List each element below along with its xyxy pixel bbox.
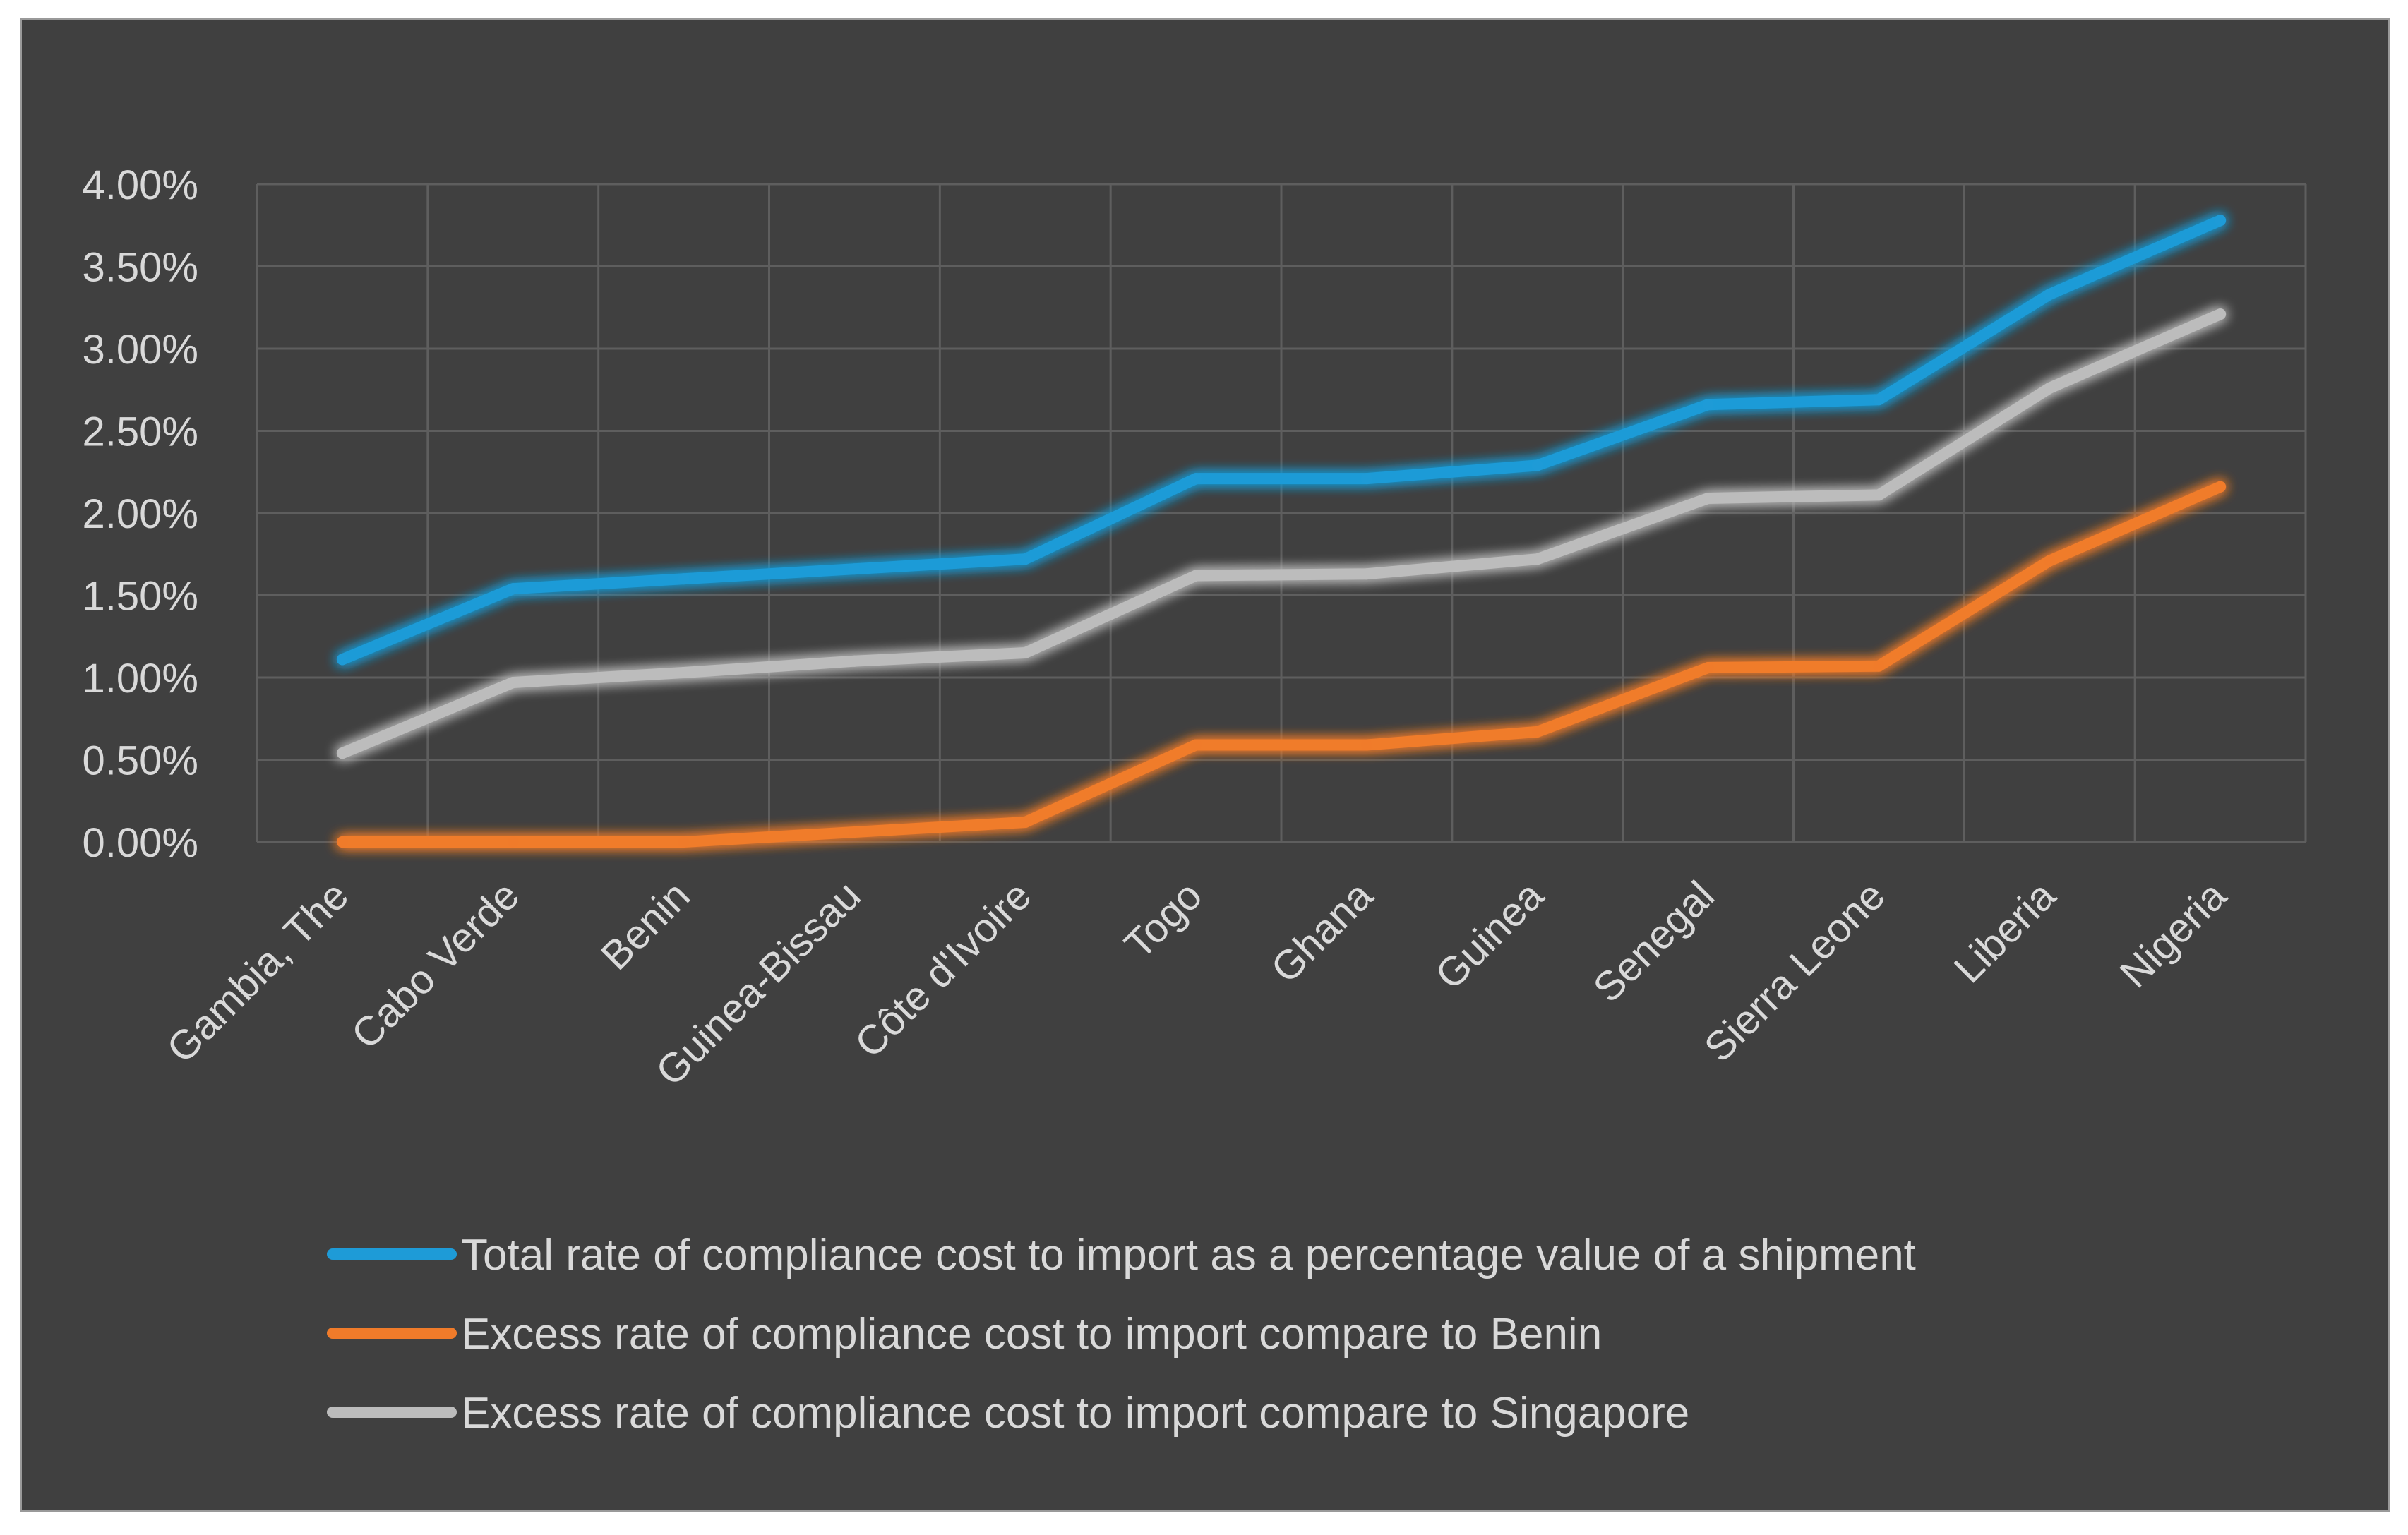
data-point <box>849 563 861 575</box>
data-point <box>507 676 519 688</box>
y-axis: 0.00% 0.50% 1.00% 1.50% 2.00% 2.50% 3.00% 3.50%… <box>83 162 198 866</box>
x-tick-label: Nigeria <box>2111 872 2235 997</box>
data-point <box>336 836 348 848</box>
data-point <box>849 826 861 838</box>
data-point <box>1360 568 1372 580</box>
gridlines <box>256 183 2307 843</box>
y-tick-label: 0.50% <box>83 738 198 784</box>
x-tick-label: Senegal <box>1584 872 1723 1011</box>
series-line-1 <box>336 481 2227 848</box>
chart-frame: 0.00% 0.50% 1.00% 1.50% 2.00% 2.50% 3.00% 3.50%… <box>20 18 2390 1512</box>
data-point <box>849 655 861 667</box>
data-point <box>1019 647 1031 659</box>
data-point <box>2044 289 2056 301</box>
legend-label-1: Excess rate of compliance cost to import… <box>461 1310 1602 1359</box>
data-point <box>1531 726 1543 738</box>
data-point <box>1702 662 1714 674</box>
data-point <box>1190 739 1202 751</box>
data-point <box>2215 215 2227 227</box>
data-point <box>1873 660 1885 672</box>
x-tick-label: Liberia <box>1945 872 2065 992</box>
data-point <box>507 836 519 848</box>
data-point <box>1873 489 1885 501</box>
data-point <box>2215 308 2227 320</box>
data-point <box>1019 817 1031 829</box>
data-point <box>507 583 519 595</box>
y-tick-label: 2.00% <box>83 491 198 537</box>
line-chart: 0.00% 0.50% 1.00% 1.50% 2.00% 2.50% 3.00% 3.50%… <box>83 162 2307 1438</box>
data-point <box>678 573 690 585</box>
data-point <box>1360 473 1372 485</box>
y-tick-label: 3.50% <box>83 245 198 291</box>
data-point <box>1019 553 1031 565</box>
x-tick-label: Guinea <box>1427 872 1553 999</box>
data-point <box>2044 555 2056 567</box>
legend-label-0: Total rate of compliance cost to import … <box>461 1231 1916 1280</box>
data-point <box>1702 493 1714 505</box>
y-tick-label: 0.00% <box>83 820 198 866</box>
data-point <box>2044 382 2056 394</box>
data-point <box>336 654 348 666</box>
data-point <box>1190 570 1202 582</box>
series-line-0 <box>336 215 2227 666</box>
legend-label-2: Excess rate of compliance cost to import… <box>461 1389 1689 1438</box>
x-tick-label: Ghana <box>1262 872 1382 992</box>
data-point <box>2215 481 2227 493</box>
data-point <box>1873 394 1885 406</box>
data-point <box>1190 473 1202 485</box>
x-tick-label: Togo <box>1115 872 1211 968</box>
x-tick-label: Côte d'Ivoire <box>846 872 1041 1066</box>
y-tick-label: 1.00% <box>83 656 198 702</box>
x-tick-label: Cabo Verde <box>342 872 528 1058</box>
y-tick-label: 3.00% <box>83 327 198 373</box>
data-point <box>678 836 690 848</box>
x-tick-label: Benin <box>592 872 699 979</box>
data-point <box>1702 399 1714 411</box>
x-tick-label: Gambia, The <box>158 872 357 1071</box>
series-line-2 <box>336 308 2227 759</box>
series-lines <box>336 215 2227 848</box>
data-point <box>678 667 690 679</box>
data-point <box>1531 459 1543 471</box>
legend: Total rate of compliance cost to import … <box>327 1231 1916 1438</box>
y-tick-label: 2.50% <box>83 409 198 455</box>
y-tick-label: 4.00% <box>83 162 198 208</box>
data-point <box>1531 553 1543 565</box>
y-tick-label: 1.50% <box>83 574 198 620</box>
x-tick-label: Sierra Leone <box>1696 872 1894 1071</box>
data-point <box>336 747 348 759</box>
data-point <box>1360 739 1372 751</box>
